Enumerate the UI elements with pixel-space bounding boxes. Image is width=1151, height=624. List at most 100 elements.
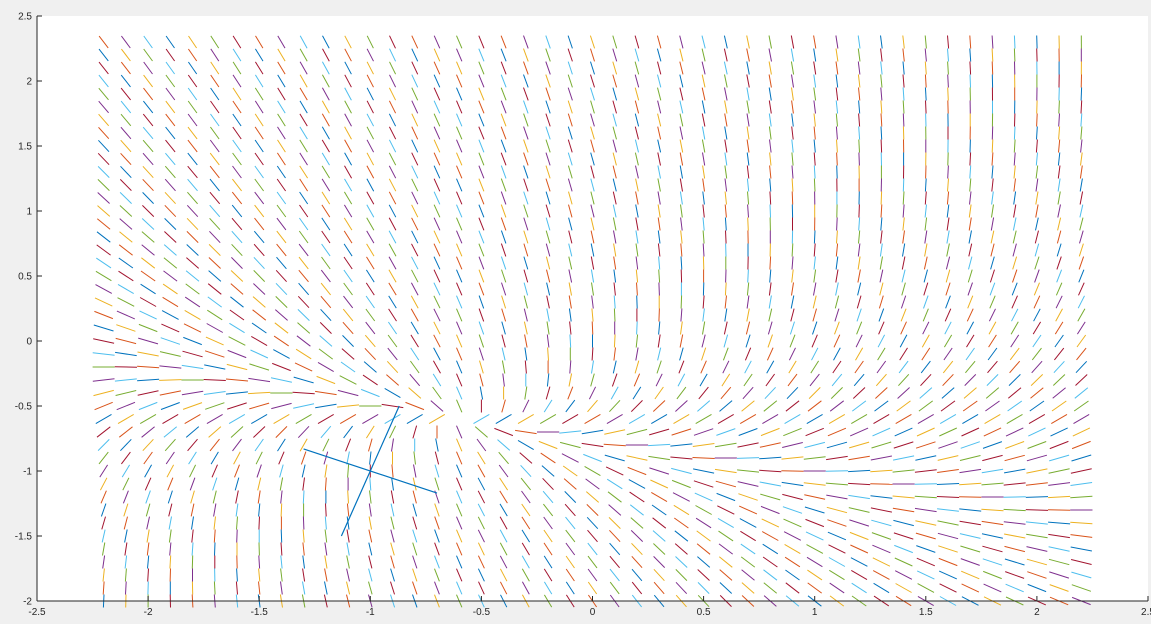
field-segment: [253, 283, 266, 295]
field-segment: [143, 87, 154, 101]
field-segment: [433, 334, 441, 348]
field-segment: [791, 191, 794, 205]
field-segment: [835, 48, 839, 62]
field-segment: [545, 48, 551, 62]
field-segment: [456, 152, 463, 166]
field-segment: [654, 386, 664, 400]
field-segment: [388, 217, 397, 231]
field-segment: [124, 555, 128, 569]
field-segment: [321, 74, 330, 88]
field-segment: [813, 256, 816, 270]
field-segment: [938, 441, 958, 449]
x-tick-label: -1: [366, 607, 375, 618]
field-segment: [456, 516, 463, 530]
field-segment: [500, 256, 507, 270]
field-segment: [248, 377, 271, 383]
field-segment: [546, 321, 550, 335]
field-segment: [791, 126, 794, 140]
field-segment: [923, 295, 929, 309]
field-segment: [783, 531, 802, 541]
field-segment: [836, 139, 838, 153]
field-segment: [299, 126, 308, 140]
field-segment: [277, 126, 286, 140]
field-segment: [920, 373, 932, 387]
field-segment: [321, 217, 331, 231]
field-segment: [902, 87, 905, 101]
field-segment: [648, 443, 671, 447]
field-segment: [699, 373, 708, 387]
field-segment: [432, 360, 441, 374]
field-segment: [342, 321, 354, 335]
field-segment: [671, 467, 692, 475]
field-segment: [545, 191, 551, 205]
field-segment: [298, 243, 309, 257]
field-segment: [324, 555, 328, 569]
field-segment: [388, 295, 397, 309]
field-segment: [435, 438, 439, 452]
field-segment: [203, 379, 226, 381]
field-segment: [1079, 230, 1084, 244]
field-segment: [142, 205, 155, 217]
field-segment: [722, 347, 729, 361]
field-segment: [1003, 521, 1026, 525]
field-segment: [273, 413, 290, 425]
field-segment: [1005, 571, 1025, 579]
field-segment: [635, 334, 639, 348]
field-segment: [880, 61, 883, 75]
field-segment: [630, 400, 643, 412]
field-segment: [347, 490, 349, 504]
field-segment: [256, 464, 262, 478]
field-segment: [142, 126, 154, 140]
field-segment: [991, 178, 994, 192]
field-segment: [701, 87, 706, 101]
field-segment: [591, 321, 594, 335]
field-segment: [456, 48, 463, 62]
y-tick-label: 1.5: [18, 142, 32, 153]
field-segment: [984, 413, 1001, 425]
field-segment: [433, 230, 441, 244]
field-segment: [1070, 534, 1093, 538]
field-segment: [364, 334, 376, 348]
field-segment: [746, 100, 750, 114]
field-segment: [523, 243, 529, 257]
field-segment: [806, 544, 824, 554]
field-segment: [543, 555, 553, 569]
field-segment: [1075, 360, 1088, 374]
field-segment: [276, 217, 287, 231]
field-segment: [206, 413, 223, 425]
field-segment: [165, 61, 176, 75]
field-segment: [276, 165, 286, 179]
field-segment: [321, 61, 330, 75]
field-segment: [411, 165, 419, 179]
field-segment: [657, 347, 662, 361]
field-segment: [522, 399, 530, 413]
field-segment: [248, 391, 271, 395]
field-segment: [613, 295, 616, 309]
field-segment: [456, 373, 463, 387]
field-segment: [830, 387, 843, 399]
field-segment: [102, 542, 106, 556]
field-segment: [478, 113, 485, 127]
field-segment: [1070, 521, 1093, 525]
field-segment: [945, 256, 951, 270]
field-segment: [989, 282, 996, 296]
field-segment: [390, 503, 395, 517]
field-segment: [612, 152, 617, 166]
field-segment: [700, 360, 707, 374]
field-segment: [391, 477, 394, 491]
field-segment: [632, 386, 642, 400]
field-segment: [500, 74, 507, 88]
field-segment: [254, 113, 264, 127]
field-segment: [715, 442, 737, 448]
field-segment: [634, 360, 640, 374]
field-segment: [813, 152, 816, 166]
field-segment: [1005, 427, 1024, 437]
field-segment: [991, 139, 994, 153]
field-segment: [232, 35, 242, 49]
field-segment: [254, 438, 264, 452]
field-segment: [693, 480, 714, 488]
field-segment: [274, 309, 288, 321]
field-segment: [364, 347, 377, 361]
field-segment: [501, 308, 507, 322]
field-segment: [811, 334, 818, 348]
